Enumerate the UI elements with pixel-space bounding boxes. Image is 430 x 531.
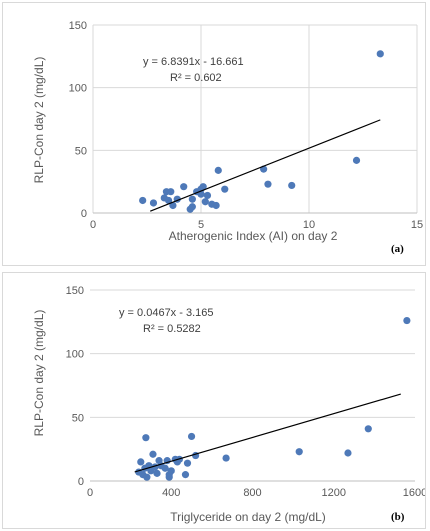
x-tick-label: 10	[303, 219, 315, 231]
x-axis-title: Atherogenic Index (AI) on day 2	[169, 229, 338, 243]
y-tick-label: 0	[81, 208, 87, 220]
x-tick-label: 0	[90, 219, 96, 231]
panel-label: (a)	[391, 243, 404, 255]
data-point	[142, 434, 150, 442]
data-point	[295, 448, 303, 456]
x-tick-label: 1200	[322, 487, 346, 499]
y-tick-label: 50	[72, 412, 84, 424]
data-point	[264, 180, 272, 188]
data-point	[143, 473, 151, 481]
data-point	[165, 473, 173, 481]
data-point	[212, 201, 220, 210]
data-point	[149, 450, 157, 458]
data-point	[214, 166, 222, 174]
scatter-chart-a: 0 50 100 150 0 5 10 15 y = 6.8391x - 16.661 R² …	[32, 20, 423, 255]
data-point	[187, 432, 196, 441]
data-point	[222, 454, 230, 462]
x-tick-label: 400	[162, 487, 180, 499]
data-point	[376, 50, 384, 58]
data-point	[183, 459, 192, 467]
y-tick-label: 50	[75, 145, 87, 157]
y-tick-label: 150	[66, 285, 84, 297]
data-point	[188, 203, 196, 211]
data-point	[199, 183, 207, 191]
data-point	[139, 196, 147, 205]
y-tick-label: 100	[66, 349, 84, 361]
trendline-equation: y = 0.0467x - 3.165	[119, 307, 213, 319]
data-point	[149, 199, 158, 207]
data-point	[344, 449, 352, 457]
data-point	[153, 469, 161, 477]
chart-panel-a: 0 50 100 150 0 5 10 15 y = 6.8391x - 16.661 R² …	[2, 2, 426, 266]
data-point	[364, 425, 372, 433]
y-axis-title: RLP-Con day 2 (mg/dL)	[32, 310, 46, 437]
data-point	[188, 195, 196, 203]
data-point	[221, 185, 229, 193]
panel-label: (b)	[391, 511, 405, 523]
trendline-r-squared: R² = 0.602	[170, 72, 222, 84]
data-point	[197, 190, 205, 198]
trendline	[134, 393, 401, 473]
chart-panel-b: 0 50 100 150 0 400 800 1200 1600 y = 0.0467x - 3…	[2, 272, 426, 529]
trendline-r-squared: R² = 0.5282	[143, 323, 201, 335]
data-point	[201, 198, 209, 206]
x-tick-label: 1600	[403, 487, 425, 499]
data-point	[403, 316, 411, 325]
y-tick-label: 100	[69, 83, 87, 95]
data-point	[181, 471, 190, 479]
data-point	[161, 464, 169, 472]
trendline-equation: y = 6.8391x - 16.661	[143, 56, 244, 68]
y-tick-label: 0	[78, 476, 84, 488]
data-point	[288, 181, 296, 190]
data-point	[203, 191, 212, 200]
data-point	[167, 467, 175, 475]
y-tick-label: 150	[69, 20, 87, 32]
data-point	[167, 188, 175, 196]
data-point	[180, 183, 188, 191]
x-tick-label: 800	[243, 487, 261, 499]
data-point	[169, 201, 177, 210]
scatter-chart-b: 0 50 100 150 0 400 800 1200 1600 y = 0.0467x - 3…	[32, 285, 425, 524]
x-axis-title: Triglyceride on day 2 (mg/dL)	[170, 510, 326, 524]
x-tick-label: 5	[198, 219, 204, 231]
trendline	[150, 119, 381, 212]
x-tick-label: 0	[87, 487, 93, 499]
data-point	[137, 458, 145, 466]
y-axis-title: RLP-Con day 2 (mg/dL)	[32, 57, 46, 184]
x-tick-label: 15	[411, 219, 423, 231]
data-point	[165, 196, 173, 205]
data-point	[352, 156, 361, 164]
